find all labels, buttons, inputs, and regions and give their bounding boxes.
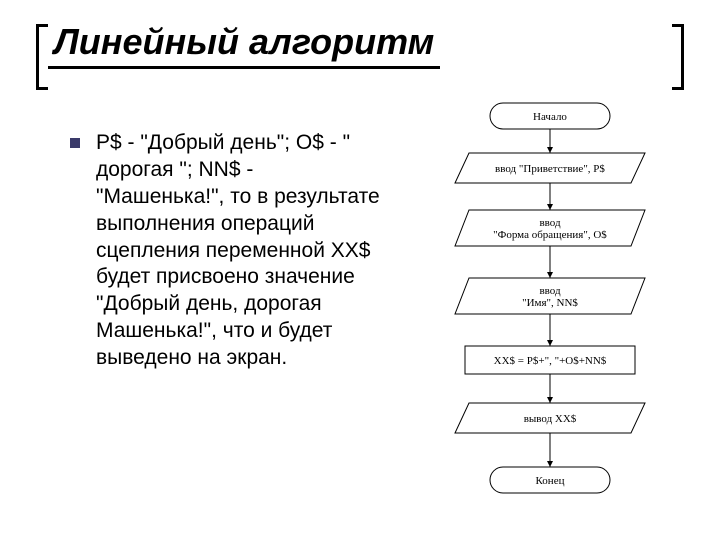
svg-text:"Форма обращения", О$: "Форма обращения", О$: [493, 229, 607, 241]
svg-text:"Имя", NN$: "Имя", NN$: [522, 297, 578, 309]
svg-text:ввод: ввод: [539, 285, 560, 297]
svg-text:ввод: ввод: [539, 217, 560, 229]
svg-text:Конец: Конец: [536, 475, 565, 487]
body-block: Р$ - "Добрый день"; О$ - " дорогая "; NN…: [70, 130, 380, 372]
svg-text:ввод "Приветствие", Р$: ввод "Приветствие", Р$: [495, 163, 605, 175]
svg-text:Начало: Начало: [533, 111, 567, 123]
bracket-right: [672, 24, 684, 90]
title-bar: Линейный алгоритм: [36, 24, 684, 90]
flowchart: Началоввод "Приветствие", Р$ввод"Форма о…: [420, 102, 680, 522]
flowchart-svg: Началоввод "Приветствие", Р$ввод"Форма о…: [420, 102, 680, 522]
bracket-left: [36, 24, 48, 90]
svg-text:XX$ = Р$+", "+О$+NN$: XX$ = Р$+", "+О$+NN$: [494, 355, 607, 367]
body-text: Р$ - "Добрый день"; О$ - " дорогая "; NN…: [96, 130, 380, 372]
svg-text:вывод ХХ$: вывод ХХ$: [524, 413, 577, 425]
bullet-icon: [70, 138, 80, 148]
page-title: Линейный алгоритм: [48, 22, 440, 69]
